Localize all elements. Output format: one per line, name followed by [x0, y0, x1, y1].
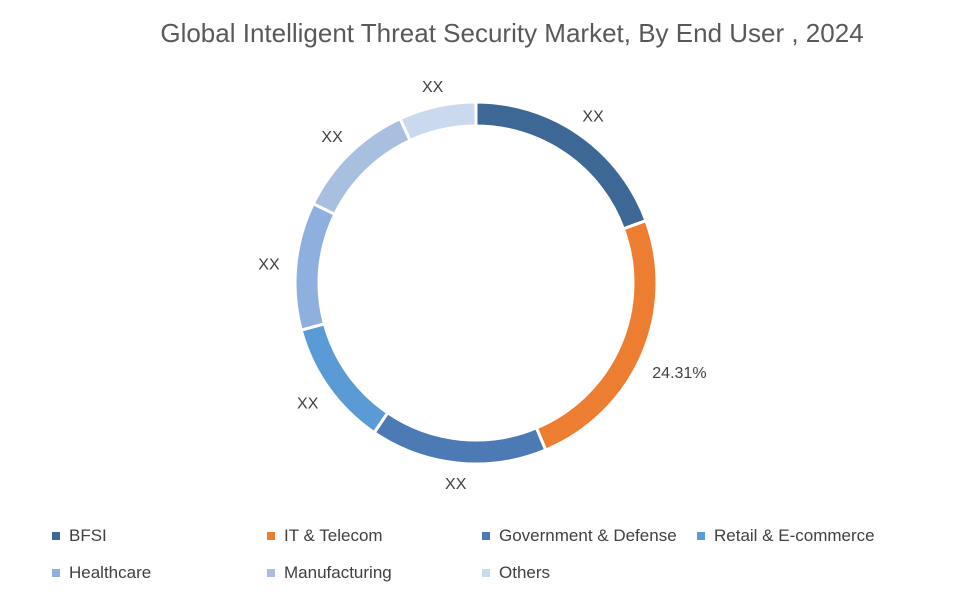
slice-others [398, 100, 478, 143]
legend-label: Government & Defense [499, 526, 677, 545]
legend-swatch [697, 532, 705, 540]
legend-item: Manufacturing [267, 563, 482, 583]
legend-label: Others [499, 563, 551, 582]
legend: BFSI IT & Telecom Government & Defense Reta… [52, 526, 932, 583]
legend-item: Others [482, 563, 697, 583]
legend-swatch [52, 569, 60, 577]
slice-government-defense [372, 410, 548, 466]
slice-it-telecom [534, 218, 659, 453]
data-label: 24.31% [652, 365, 706, 382]
data-label: XX [582, 108, 604, 125]
legend-swatch [267, 532, 275, 540]
legend-item: Healthcare [52, 563, 267, 583]
legend-label: Manufacturing [284, 563, 392, 582]
legend-swatch [52, 532, 60, 540]
data-label: XX [445, 476, 467, 493]
slice-retail-e-commerce [299, 322, 390, 435]
legend-item: IT & Telecom [267, 526, 482, 546]
slice-bfsi [474, 100, 648, 231]
slice-healthcare [293, 201, 337, 332]
data-label: XX [297, 396, 319, 413]
data-label: XX [422, 79, 444, 96]
legend-label: IT & Telecom [284, 526, 383, 545]
legend-label: Healthcare [69, 563, 152, 582]
legend-swatch [267, 569, 275, 577]
legend-item: Retail & E-commerce [697, 526, 917, 546]
legend-label: Retail & E-commerce [714, 526, 875, 545]
legend-item: Government & Defense [482, 526, 697, 546]
legend-swatch [482, 532, 490, 540]
data-label: XX [321, 129, 343, 146]
legend-label: BFSI [69, 526, 107, 545]
legend-swatch [482, 569, 490, 577]
data-label: XX [258, 256, 280, 273]
donut-chart: XX 24.31% XX XX XX XX XX [258, 79, 706, 493]
legend-item: BFSI [52, 526, 267, 546]
chart-title: Global Intelligent Threat Security Marke… [160, 18, 864, 48]
